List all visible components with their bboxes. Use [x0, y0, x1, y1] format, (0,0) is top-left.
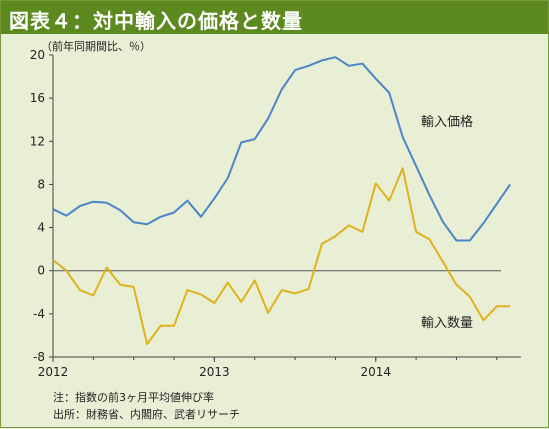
title-bar: 図表４：対中輸入の価格と数量	[1, 1, 548, 34]
y-tick-label: 20	[30, 48, 45, 62]
y-axis-unit-label: （前年同期間比、％）	[41, 40, 151, 53]
chart-title: 図表４：対中輸入の価格と数量	[9, 9, 303, 33]
x-tick-label: 2013	[199, 365, 230, 379]
series-label-price: 輸入価格	[421, 114, 473, 130]
series-line-2	[52, 167, 511, 346]
series-label-volume: 輸入数量	[421, 316, 473, 331]
x-tick-label: 2014	[360, 365, 391, 379]
x-tick-label: 2012	[38, 365, 69, 379]
footnote-note: 注：指数の前3ヶ月平均値伸び率	[53, 391, 214, 404]
series-line-1	[52, 56, 512, 242]
footnotes: 注：指数の前3ヶ月平均値伸び率 出所：財務省、内閣府、武者リサーチ	[53, 389, 240, 423]
y-tick-label: -4	[33, 307, 45, 321]
footnote-source: 出所：財務省、内閣府、武者リサーチ	[53, 408, 240, 421]
y-tick-label: 8	[37, 177, 45, 191]
y-tick-label: 0	[37, 264, 45, 278]
y-tick-label: -8	[33, 350, 45, 364]
y-tick-label: 16	[30, 91, 45, 105]
y-tick-label: 12	[30, 134, 45, 148]
y-tick-label: 4	[37, 221, 45, 235]
